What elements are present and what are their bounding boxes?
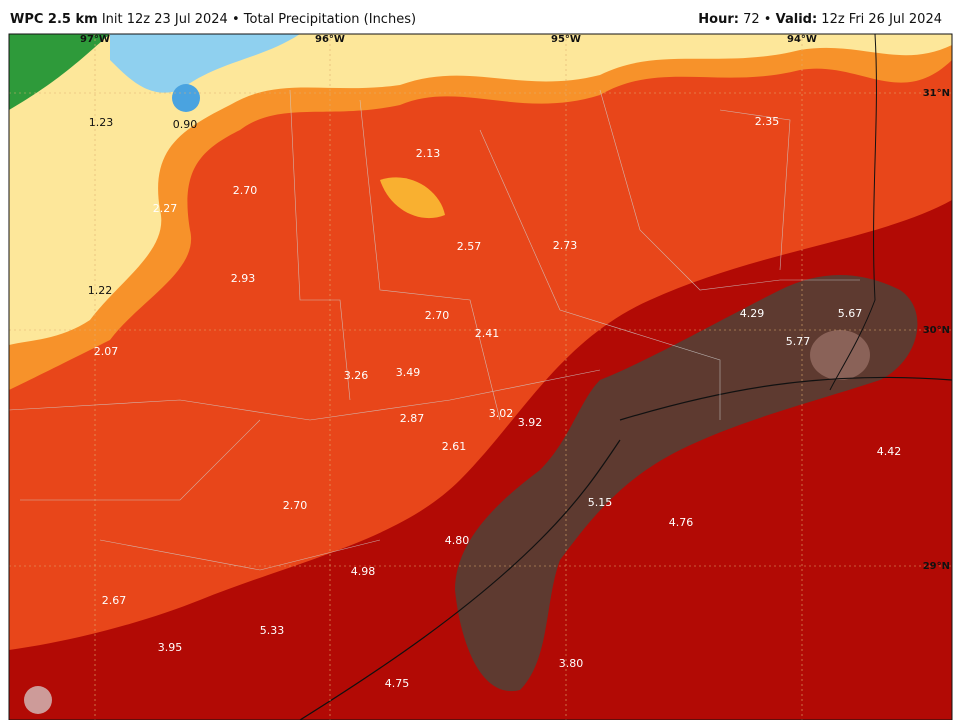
precip-value: 2.87 [400, 412, 425, 425]
precip-value: 5.77 [786, 335, 811, 348]
precip-value: 5.67 [838, 307, 863, 320]
longitude-label: 96°W [315, 34, 345, 45]
precip-value: 3.80 [559, 657, 584, 670]
precip-value: 3.92 [518, 416, 543, 429]
precip-field [9, 34, 952, 720]
precip-value: 2.73 [553, 239, 578, 252]
precip-value: 3.49 [396, 366, 421, 379]
precip-value: 3.95 [158, 641, 183, 654]
header-text: 12z Fri 26 Jul 2024 [821, 12, 942, 27]
precip-value: 2.35 [755, 115, 780, 128]
precip-value: 2.93 [231, 272, 256, 285]
precip-value: 5.15 [588, 496, 613, 509]
precip-value: 2.61 [442, 440, 467, 453]
header-text: Init 12z 23 Jul 2024 [101, 12, 228, 27]
longitude-label: 97°W [80, 34, 110, 45]
header: WPC 2.5 km Init 12z 23 Jul 2024 • Total … [0, 0, 960, 33]
header-left: WPC 2.5 km Init 12z 23 Jul 2024 • Total … [10, 12, 416, 27]
header-text: Valid: [775, 12, 818, 27]
precip-value: 2.27 [153, 202, 178, 215]
latitude-label: 30°N [923, 325, 950, 336]
precip-value: 2.41 [475, 327, 500, 340]
precip-value: 4.80 [445, 534, 470, 547]
precip-value: 1.23 [89, 116, 114, 129]
longitude-label: 94°W [787, 34, 817, 45]
precip-value: 2.70 [233, 184, 258, 197]
precip-value: 3.26 [344, 369, 369, 382]
precip-value: 2.70 [425, 309, 450, 322]
precip-value: 4.98 [351, 565, 376, 578]
header-text: Hour: [698, 12, 739, 27]
header-text: • [763, 12, 772, 27]
header-text: Total Precipitation (Inches) [243, 12, 417, 27]
latitude-label: 31°N [923, 88, 950, 99]
precip-value: 4.75 [385, 677, 410, 690]
header-text: • [231, 12, 240, 27]
precip-value: 2.57 [457, 240, 482, 253]
precip-value: 2.67 [102, 594, 127, 607]
precip-value: 2.07 [94, 345, 119, 358]
precip-value: 4.29 [740, 307, 765, 320]
longitude-label: 95°W [551, 34, 581, 45]
precip-value: 3.02 [489, 407, 514, 420]
header-text: 72 [743, 12, 760, 27]
precip-value: 5.33 [260, 624, 285, 637]
precip-value: 1.22 [88, 284, 113, 297]
precip-value: 0.90 [173, 118, 198, 131]
precip-value: 2.13 [416, 147, 441, 160]
precip-value: 4.42 [877, 445, 902, 458]
precip-value: 4.76 [669, 516, 694, 529]
precip-value: 2.70 [283, 499, 308, 512]
header-text: WPC 2.5 km [10, 12, 98, 27]
header-right: Hour: 72 • Valid: 12z Fri 26 Jul 2024 [698, 12, 942, 27]
latitude-label: 29°N [923, 561, 950, 572]
